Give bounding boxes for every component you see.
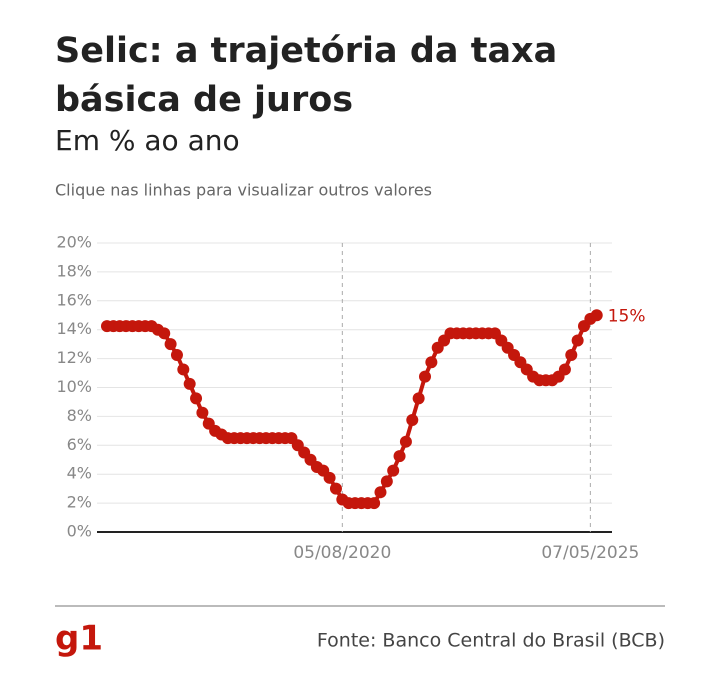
- point: [399, 435, 412, 448]
- point: [177, 363, 190, 376]
- y-tick-label: 6%: [67, 435, 92, 454]
- point: [196, 406, 209, 419]
- y-tick-label: 20%: [56, 233, 92, 252]
- y-tick-label: 16%: [56, 290, 92, 309]
- y-tick-label: 10%: [56, 377, 92, 396]
- y-tick-label: 14%: [56, 319, 92, 338]
- point: [329, 482, 342, 495]
- logo: g1: [55, 619, 103, 659]
- chart-subtitle: Em % ao ano: [55, 124, 240, 157]
- chart-title: Selic: a trajetória da taxa: [55, 31, 557, 71]
- x-tick-label: 07/05/2025: [541, 543, 639, 563]
- y-tick-label: 2%: [67, 493, 92, 512]
- point: [158, 327, 171, 340]
- y-tick-label: 4%: [67, 464, 92, 483]
- point: [425, 356, 438, 369]
- point: [190, 392, 203, 405]
- point: [380, 475, 393, 488]
- point: [170, 348, 183, 361]
- note: Clique nas linhas para visualizar outros…: [55, 181, 432, 200]
- point: [387, 464, 400, 477]
- y-tick-label: 12%: [56, 348, 92, 367]
- y-tick-label: 8%: [67, 406, 92, 425]
- point: [419, 370, 431, 383]
- y-tick-label: 0%: [67, 522, 92, 541]
- chart-title: básica de juros: [55, 80, 353, 120]
- point: [565, 348, 578, 361]
- point: [368, 497, 381, 510]
- point: [374, 486, 387, 499]
- point: [183, 377, 196, 390]
- point: [393, 450, 406, 463]
- point: [571, 334, 584, 347]
- series-line: [107, 313, 598, 506]
- point: [164, 338, 177, 351]
- point: [558, 363, 571, 376]
- point: [590, 309, 603, 322]
- point: [323, 471, 336, 484]
- point: [412, 392, 425, 405]
- point: [406, 414, 419, 427]
- y-tick-label: 18%: [56, 261, 92, 280]
- value-label: 15%: [608, 306, 646, 326]
- source: Fonte: Banco Central do Brasil (BCB): [317, 630, 665, 652]
- x-tick-label: 05/08/2020: [293, 543, 391, 563]
